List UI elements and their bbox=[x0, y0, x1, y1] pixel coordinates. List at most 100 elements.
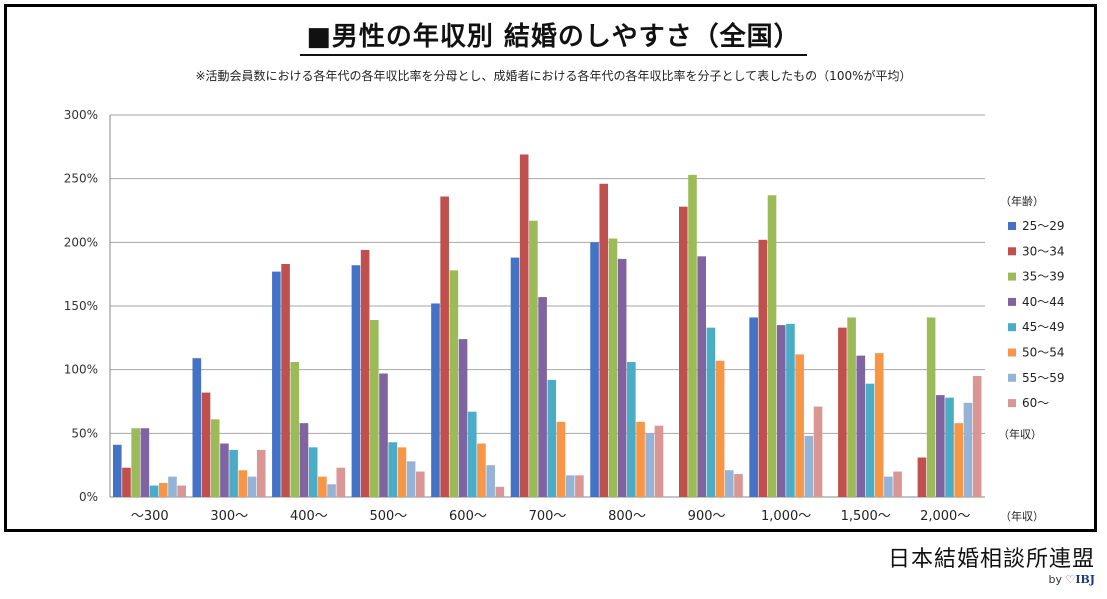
byline-by: by bbox=[1048, 573, 1062, 586]
bar bbox=[776, 325, 786, 497]
bar bbox=[654, 425, 664, 497]
bar bbox=[645, 433, 655, 497]
bar bbox=[495, 486, 505, 497]
bar bbox=[856, 355, 866, 497]
bar bbox=[122, 467, 131, 497]
bar bbox=[449, 270, 459, 497]
bar bbox=[210, 419, 220, 497]
bar bbox=[758, 239, 768, 497]
bar bbox=[936, 395, 945, 497]
legend-label: 30～34 bbox=[1022, 244, 1065, 258]
bar bbox=[795, 354, 804, 497]
bar bbox=[238, 470, 248, 497]
bar bbox=[308, 447, 318, 497]
bar bbox=[431, 303, 440, 497]
page-title: ■男性の年収別 結婚のしやすさ（全国） bbox=[0, 16, 1107, 56]
bar bbox=[299, 423, 309, 497]
bar bbox=[926, 317, 936, 497]
bar bbox=[131, 428, 140, 497]
x-tick-label: 900～ bbox=[688, 509, 726, 524]
x-axis-label: （年収） bbox=[1000, 509, 1044, 523]
legend-swatch bbox=[1008, 348, 1016, 357]
legend-swatch bbox=[1008, 247, 1016, 256]
bar bbox=[813, 406, 823, 497]
x-tick-label: 1,000～ bbox=[761, 509, 811, 524]
bar bbox=[608, 238, 618, 497]
bar bbox=[874, 353, 884, 497]
bar bbox=[140, 428, 150, 497]
legend-swatch bbox=[1008, 297, 1016, 306]
legend-swatch bbox=[1008, 399, 1016, 408]
bar bbox=[547, 379, 557, 497]
bar bbox=[360, 249, 370, 497]
bar bbox=[256, 449, 266, 497]
bar bbox=[945, 397, 954, 497]
bar bbox=[477, 443, 486, 497]
bar bbox=[688, 174, 697, 497]
x-tick-label: 2,000～ bbox=[920, 509, 970, 524]
x-tick-label: 300～ bbox=[210, 509, 248, 524]
bar bbox=[379, 373, 388, 497]
chart-subtitle: ※活動会員数における各年代の各年収比率を分母とし、成婚者における各年代の各年収比… bbox=[195, 69, 912, 83]
bar bbox=[510, 257, 520, 497]
bar bbox=[804, 435, 814, 497]
bar bbox=[397, 447, 407, 497]
bar bbox=[734, 474, 743, 497]
x-tick-label: 700～ bbox=[529, 509, 567, 524]
bar bbox=[893, 471, 902, 497]
bar bbox=[416, 471, 425, 497]
bar bbox=[838, 327, 847, 497]
legend-label: 35～39 bbox=[1022, 270, 1065, 284]
ibj-logo: IBJ bbox=[1075, 573, 1095, 586]
bar bbox=[519, 154, 529, 497]
y-tick-label: 50% bbox=[71, 426, 98, 440]
bar bbox=[229, 449, 238, 497]
bar bbox=[168, 476, 177, 497]
bar bbox=[149, 485, 159, 497]
y-tick-label: 250% bbox=[64, 172, 98, 186]
bar bbox=[158, 482, 168, 497]
bar bbox=[678, 206, 688, 497]
bar bbox=[884, 476, 893, 497]
bar bbox=[318, 476, 327, 497]
y-tick-label: 150% bbox=[64, 299, 98, 313]
bar bbox=[336, 467, 346, 497]
bar bbox=[599, 183, 609, 497]
x-tick-label: 800～ bbox=[608, 509, 646, 524]
bar bbox=[192, 358, 202, 497]
bar bbox=[486, 465, 495, 497]
bar bbox=[706, 327, 716, 497]
bar bbox=[327, 484, 336, 497]
legend-note: （年収） bbox=[998, 427, 1042, 441]
x-tick-label: 500～ bbox=[369, 509, 407, 524]
bar bbox=[724, 470, 734, 497]
bar bbox=[697, 256, 706, 497]
x-tick-label: 400～ bbox=[290, 509, 328, 524]
bar bbox=[556, 421, 566, 497]
bar bbox=[636, 421, 645, 497]
y-tick-label: 0% bbox=[79, 490, 98, 504]
bar bbox=[177, 485, 186, 497]
bar bbox=[538, 297, 547, 497]
bar bbox=[370, 320, 379, 497]
bar bbox=[590, 242, 599, 497]
bar bbox=[917, 457, 927, 497]
bar bbox=[247, 476, 257, 497]
bar bbox=[865, 383, 875, 497]
legend-label: 40～44 bbox=[1022, 295, 1065, 309]
bar bbox=[847, 317, 856, 497]
bar bbox=[767, 195, 777, 497]
legend-swatch bbox=[1008, 373, 1016, 382]
bar bbox=[963, 402, 973, 497]
y-tick-label: 300% bbox=[64, 108, 98, 122]
legend-swatch bbox=[1008, 323, 1016, 332]
y-tick-label: 200% bbox=[64, 235, 98, 249]
brand-byline: by ♡IBJ bbox=[1048, 573, 1095, 586]
bar bbox=[617, 258, 627, 497]
x-tick-label: 600～ bbox=[449, 509, 487, 524]
legend-label: 60～ bbox=[1022, 396, 1049, 410]
bar bbox=[954, 423, 964, 497]
legend-title: （年齢） bbox=[1000, 194, 1044, 208]
bar bbox=[467, 411, 477, 497]
